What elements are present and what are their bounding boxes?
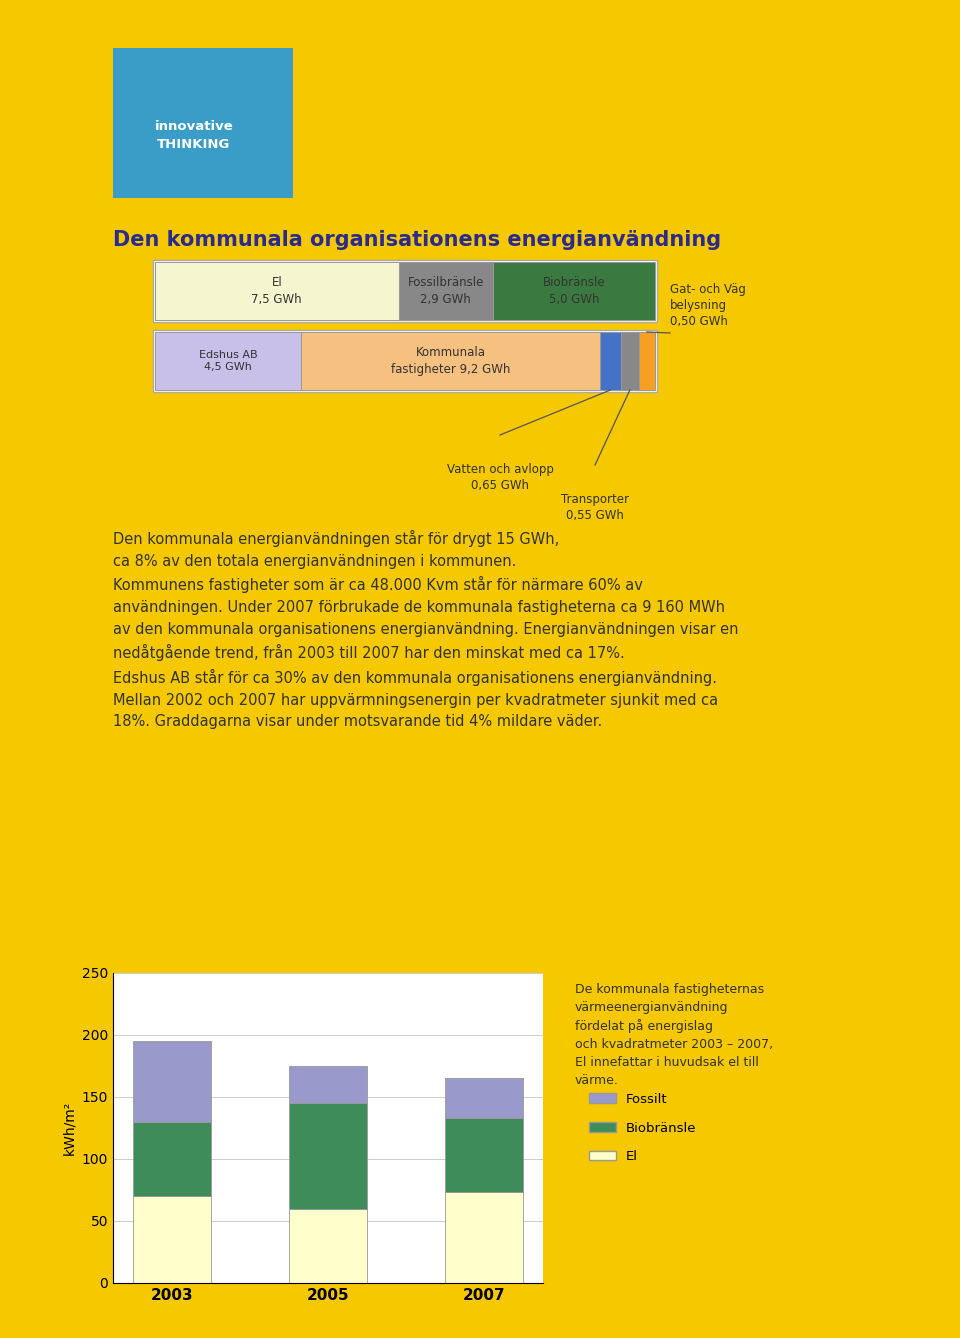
Bar: [153, 260, 657, 322]
Bar: [155, 332, 301, 389]
Text: Gat- och Väg
belysning
0,50 GWh: Gat- och Väg belysning 0,50 GWh: [670, 284, 746, 328]
Bar: [600, 332, 621, 389]
Text: Kommunala
fastigheter 9,2 GWh: Kommunala fastigheter 9,2 GWh: [391, 347, 510, 376]
Text: El
7,5 GWh: El 7,5 GWh: [252, 276, 302, 306]
Bar: [621, 332, 638, 389]
Bar: [289, 1066, 367, 1104]
Bar: [638, 332, 655, 389]
Bar: [301, 332, 600, 389]
Text: Den kommunala organisationens energianvändning: Den kommunala organisationens energianvä…: [113, 230, 721, 250]
Bar: [289, 1104, 367, 1208]
Bar: [445, 1119, 523, 1192]
Bar: [155, 262, 398, 320]
Text: Biobränsle
5,0 GWh: Biobränsle 5,0 GWh: [542, 276, 605, 306]
Bar: [132, 1121, 211, 1196]
Bar: [132, 1196, 211, 1283]
Bar: [113, 48, 293, 198]
Text: Fossilbränsle
2,9 GWh: Fossilbränsle 2,9 GWh: [407, 276, 484, 306]
Text: Den kommunala energianvändningen står för drygt 15 GWh,
ca 8% av den totala ener: Den kommunala energianvändningen står fö…: [113, 530, 738, 729]
Bar: [289, 1208, 367, 1283]
Legend: Fossilt, Biobränsle, El: Fossilt, Biobränsle, El: [584, 1088, 702, 1168]
Bar: [445, 1078, 523, 1119]
Y-axis label: kWh/m²: kWh/m²: [62, 1101, 76, 1155]
Text: Edshus AB
4,5 GWh: Edshus AB 4,5 GWh: [199, 349, 257, 372]
Bar: [132, 1041, 211, 1121]
Bar: [153, 330, 657, 392]
Bar: [492, 262, 655, 320]
Text: Vatten och avlopp
0,65 GWh: Vatten och avlopp 0,65 GWh: [446, 463, 553, 492]
Bar: [445, 1192, 523, 1283]
Text: Transporter
0,55 GWh: Transporter 0,55 GWh: [561, 492, 629, 522]
Text: innovative
THINKING: innovative THINKING: [155, 119, 233, 150]
Text: De kommunala fastigheternas
värmeenergianvändning
fördelat på energislag
och kva: De kommunala fastigheternas värmeenergia…: [575, 983, 773, 1088]
Bar: [398, 262, 492, 320]
